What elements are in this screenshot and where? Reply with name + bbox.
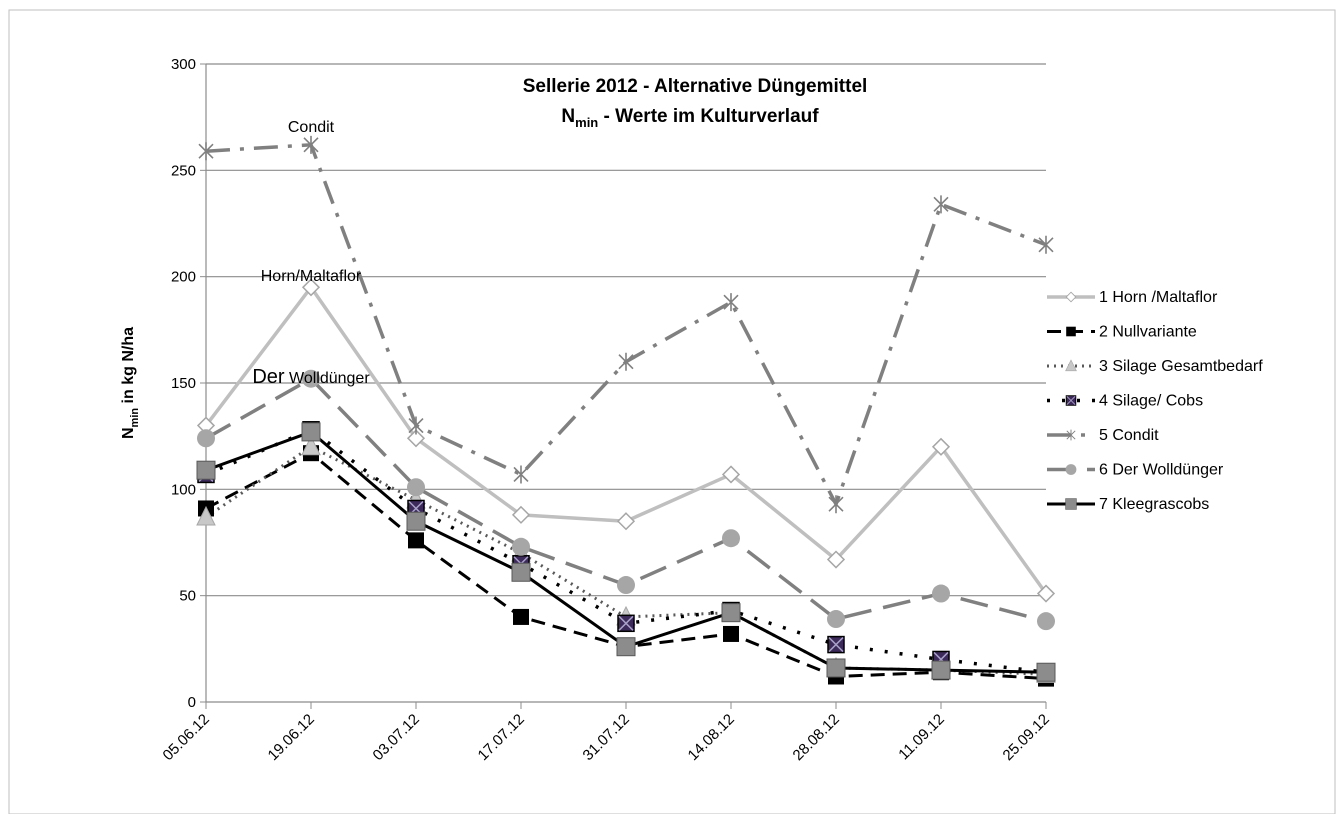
series-3-point: [196, 505, 216, 526]
y-tick-label: 50: [179, 588, 196, 605]
legend-label-3: 3 Silage Gesamtbedarf: [1099, 358, 1263, 375]
series-4-point: [617, 614, 635, 633]
gridlines: [206, 63, 1046, 597]
legend-label-5: 5 Condit: [1099, 427, 1159, 444]
annotation-part: Wolldünger: [285, 370, 371, 387]
chart-title-line2: Nmin - Werte im Kulturverlauf: [561, 106, 819, 130]
y-tick-label: 300: [171, 56, 196, 73]
series-5-point: [198, 142, 214, 161]
y-tick-label: 200: [171, 269, 196, 286]
series-7-point: [1036, 662, 1056, 682]
legend-label-1: 1 Horn /Maltaflor: [1099, 289, 1218, 306]
legend-marker-2: [1066, 326, 1076, 337]
series-1-point: [1036, 584, 1056, 603]
series-2-point: [408, 532, 424, 549]
legend-label-4: 4 Silage/ Cobs: [1099, 393, 1203, 410]
series-1-point: [511, 505, 531, 524]
legend-marker-6: [1065, 464, 1077, 475]
chart-border: [8, 9, 1336, 815]
series-7-point: [616, 637, 636, 657]
series-6-point: [407, 478, 425, 497]
series-1-point: [826, 550, 846, 569]
axes: [200, 63, 1047, 709]
series-1-point: [301, 278, 321, 297]
chart-title-line1: Sellerie 2012 - Alternative Düngemittel: [523, 76, 868, 97]
series-1-point: [721, 465, 741, 484]
series-1-point: [616, 512, 636, 531]
legend-marker-3: [1065, 359, 1077, 372]
y-tick-label: 0: [188, 694, 196, 711]
legend-label-6: 6 Der Wolldünger: [1099, 462, 1224, 479]
annotations: Condit Horn/Maltaflor Der Wolldünger: [252, 119, 370, 388]
series-6-point: [512, 537, 530, 556]
legend-marker-5: [1066, 429, 1076, 441]
legend-label-7: 7 Kleegrascobs: [1099, 496, 1209, 513]
series-2-point: [723, 625, 739, 642]
y-tick-label: 100: [171, 481, 196, 498]
series-6-point: [617, 576, 635, 595]
annotation-label: Horn/Maltaflor: [261, 268, 362, 285]
series-7-point: [721, 603, 741, 623]
series-6-point: [827, 610, 845, 629]
annotation-label: Der Wolldünger: [252, 366, 370, 388]
series-1-point: [406, 429, 426, 448]
legend-marker-7: [1065, 498, 1077, 510]
series-5-point: [828, 495, 844, 514]
series-5-point: [513, 465, 529, 484]
series-5-point: [933, 195, 949, 214]
series-2-point: [513, 608, 529, 625]
series-6-point: [302, 369, 320, 388]
series-7-point: [931, 660, 951, 680]
series-7-point: [196, 460, 216, 480]
series-5-point: [618, 352, 634, 371]
legend-label-2: 2 Nullvariante: [1099, 324, 1197, 341]
series-1-point: [931, 437, 951, 456]
series-6-point: [932, 584, 950, 603]
series-6-point: [722, 529, 740, 548]
marker-group: [196, 135, 1056, 687]
series-5-point: [1038, 235, 1054, 254]
series-7-point: [406, 511, 426, 531]
series-3-point: [301, 435, 321, 456]
series-5-point: [408, 416, 424, 435]
legend-marker-4: [1065, 395, 1077, 406]
series-4-point: [827, 635, 845, 654]
series-6-point: [197, 429, 215, 448]
legend: 1 Horn /Maltaflor 2 Nullvariante 3 Silage …: [1047, 289, 1263, 513]
annotation-label: Condit: [288, 119, 335, 136]
annotation-part: Der: [252, 366, 285, 388]
series-7-point: [301, 422, 321, 442]
y-tick-label: 150: [171, 375, 196, 392]
series-5-point: [723, 293, 739, 312]
series-7-point: [511, 562, 531, 582]
y-tick-label: 250: [171, 162, 196, 179]
series-7-point: [826, 658, 846, 678]
series-5-point: [303, 135, 319, 154]
series-6-point: [1037, 612, 1055, 631]
y-axis-label: Nmin in kg N/ha: [120, 327, 141, 439]
legend-marker-1: [1065, 291, 1077, 303]
